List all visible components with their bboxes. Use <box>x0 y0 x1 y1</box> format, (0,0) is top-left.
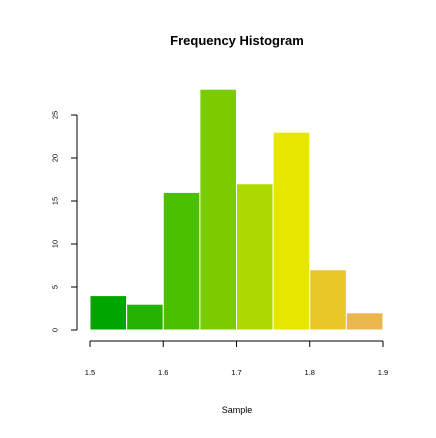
histogram-bar-3 <box>162 191 201 331</box>
x-tick-label: 1.9 <box>378 368 388 377</box>
y-tick-label: 25 <box>51 111 60 119</box>
x-axis: 1.5 1.6 1.7 1.8 1.9 <box>85 340 388 377</box>
x-tick-label: 1.6 <box>158 368 168 377</box>
y-tick-label: 0 <box>51 328 60 332</box>
histogram-bar-7 <box>309 269 347 331</box>
y-axis: 0 5 10 15 20 25 <box>51 111 78 332</box>
histogram-bar-2 <box>126 303 164 331</box>
bars-group <box>89 88 384 331</box>
y-tick-label: 5 <box>51 285 60 289</box>
y-tick-label: 20 <box>51 154 60 162</box>
histogram-bar-6 <box>272 131 311 331</box>
x-axis-label: Sample <box>222 405 253 415</box>
x-tick-label: 1.5 <box>85 368 95 377</box>
histogram-bar-8 <box>345 312 384 331</box>
histogram-bar-5 <box>236 183 274 331</box>
histogram-bar-4 <box>199 88 237 331</box>
x-tick-label: 1.7 <box>231 368 241 377</box>
y-tick-label: 15 <box>51 197 60 205</box>
chart-title: Frequency Histogram <box>170 33 304 48</box>
x-tick-label: 1.8 <box>305 368 315 377</box>
y-tick-label: 10 <box>51 240 60 248</box>
histogram-bar-1 <box>89 295 128 331</box>
